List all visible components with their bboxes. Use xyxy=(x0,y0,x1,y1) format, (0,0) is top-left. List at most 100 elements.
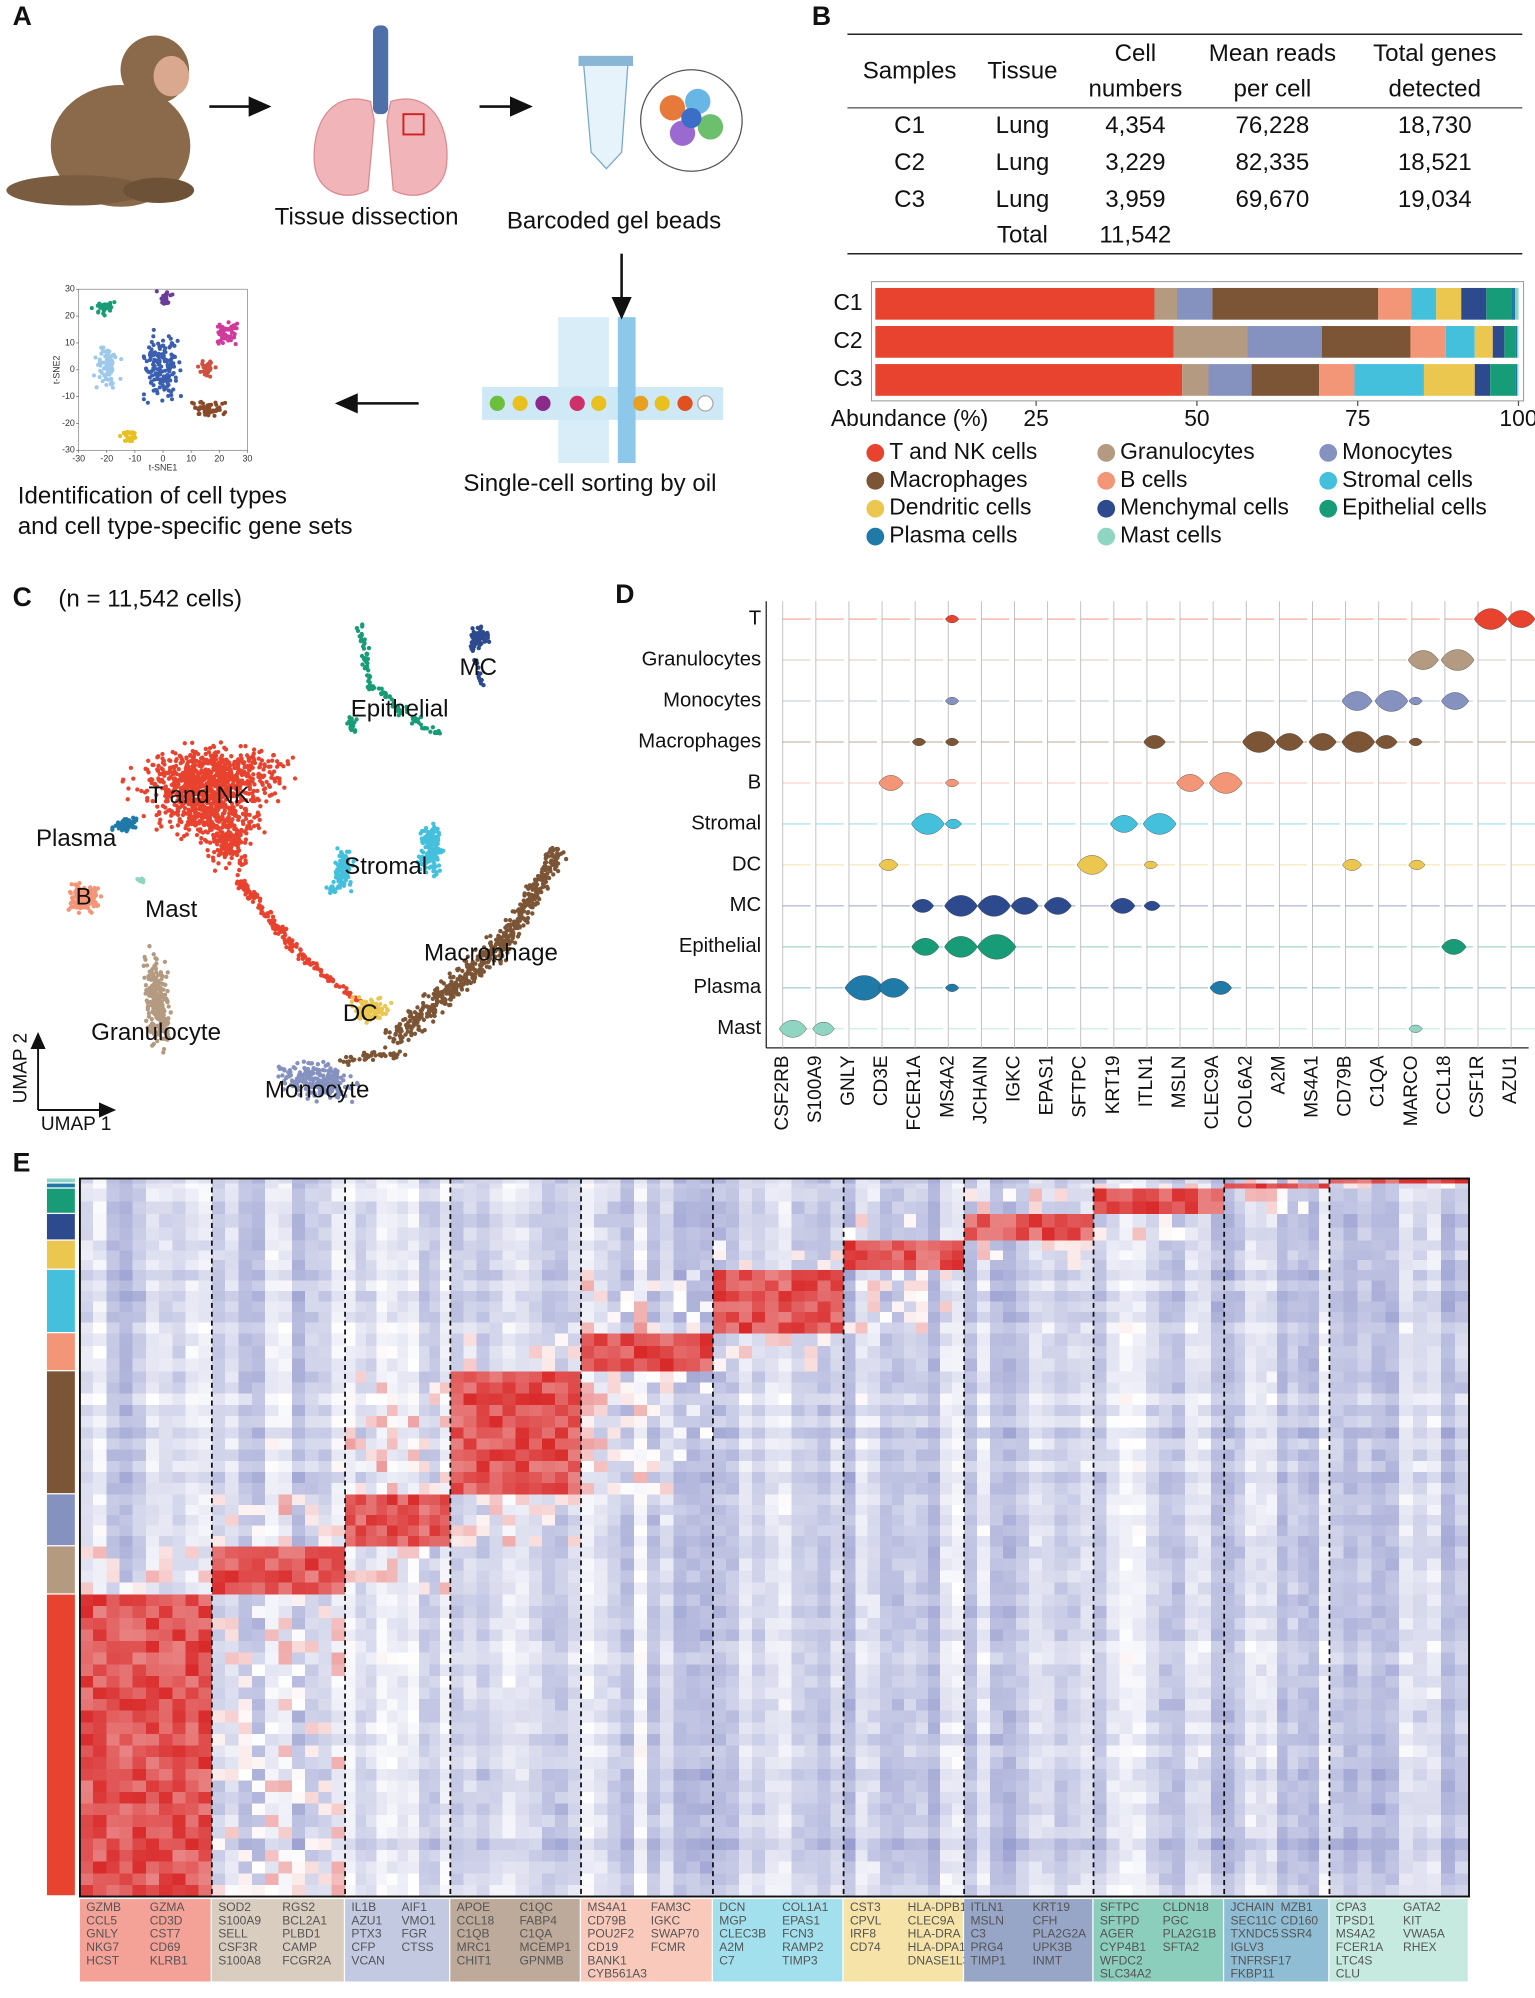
heatmap-cell xyxy=(376,1183,388,1190)
heatmap-cell xyxy=(903,1183,917,1190)
umap-point xyxy=(349,727,354,733)
heatmap-cell xyxy=(1427,1214,1442,1228)
heatmap-cell xyxy=(291,1214,306,1228)
heatmap-cell xyxy=(106,1188,120,1202)
tsne-point xyxy=(109,376,114,381)
umap-point xyxy=(478,626,483,631)
umap-point xyxy=(428,839,433,844)
umap-point xyxy=(229,794,235,799)
umap-point xyxy=(139,788,144,794)
heatmap-cell xyxy=(93,1214,107,1228)
umap-point xyxy=(224,775,230,781)
heatmap-cell xyxy=(1385,1227,1400,1242)
heatmap-cell xyxy=(463,1227,477,1242)
heatmap-cell xyxy=(1211,1214,1225,1228)
umap-point xyxy=(363,664,369,669)
violin xyxy=(945,983,960,992)
umap-point xyxy=(143,991,148,996)
heatmap-cell xyxy=(765,1227,779,1242)
umap-point xyxy=(265,913,271,919)
heatmap-cell xyxy=(879,1227,893,1242)
heatmap-cell xyxy=(408,1227,420,1242)
heatmap-cell xyxy=(1093,1183,1107,1190)
umap-point xyxy=(442,988,448,993)
panel-label: B xyxy=(812,1,831,31)
umap-point xyxy=(235,879,240,884)
umap-point xyxy=(239,756,244,761)
umap-point xyxy=(128,765,134,771)
umap-point xyxy=(333,1071,338,1076)
heatmap-cell xyxy=(903,1188,917,1202)
heatmap-cell xyxy=(581,1201,595,1215)
heatmap-cell xyxy=(1080,1201,1094,1215)
heatmap-cell xyxy=(159,1201,173,1215)
heatmap-cell xyxy=(345,1214,356,1228)
umap-point xyxy=(200,815,205,821)
umap-point xyxy=(479,631,484,637)
tsne-point xyxy=(196,412,201,417)
heatmap-cell xyxy=(305,1188,319,1202)
violin xyxy=(844,975,884,1001)
violin xyxy=(1408,1024,1423,1033)
panel-label: E xyxy=(13,1148,31,1178)
umap-point xyxy=(347,882,353,887)
heatmap-cell xyxy=(660,1227,674,1242)
heatmap-cell xyxy=(891,1201,905,1215)
tsne-point xyxy=(149,339,154,345)
heatmap-cell xyxy=(1002,1227,1017,1242)
droplet xyxy=(489,395,505,412)
table-cell: 3,229 xyxy=(1105,149,1165,176)
table-cell: 19,034 xyxy=(1398,186,1472,213)
umap-point xyxy=(247,895,253,901)
table-header: numbers xyxy=(1089,75,1183,102)
umap-point xyxy=(234,765,239,771)
droplet xyxy=(654,395,670,412)
umap-point xyxy=(436,830,442,835)
cell-type-label: Monocytes xyxy=(663,689,761,711)
heatmap-cell xyxy=(278,1201,293,1215)
heatmap-cell xyxy=(502,1227,517,1242)
monkey-feet xyxy=(123,177,195,203)
tsne-point xyxy=(105,359,110,364)
violin xyxy=(1143,860,1158,869)
heatmap-cell xyxy=(355,1227,367,1242)
heatmap-cell xyxy=(712,1183,727,1190)
tsne-tick-label: 10 xyxy=(186,454,196,464)
violin xyxy=(1407,650,1439,670)
umap-point xyxy=(202,777,207,782)
heatmap-cell xyxy=(1080,1227,1094,1242)
umap-point xyxy=(146,1011,152,1016)
umap-point xyxy=(161,770,167,775)
heatmap-cell xyxy=(915,1227,929,1242)
umap-point xyxy=(243,744,248,749)
heatmap-cell xyxy=(673,1188,687,1202)
heatmap-cell xyxy=(752,1214,766,1228)
heatmap-cell xyxy=(1145,1188,1160,1202)
heatmap-cell xyxy=(1080,1214,1094,1228)
heatmap-cell xyxy=(581,1183,595,1190)
heatmap-cell xyxy=(554,1183,569,1190)
tsne-point xyxy=(166,334,171,339)
umap-point xyxy=(200,830,206,835)
umap-point xyxy=(464,972,469,977)
heatmap-cell xyxy=(594,1214,608,1228)
tsne-tick-label: -20 xyxy=(100,454,113,464)
umap-point xyxy=(155,768,161,774)
heatmap-cell xyxy=(1067,1214,1081,1228)
heatmap-cell xyxy=(952,1227,965,1242)
tsne-point xyxy=(162,301,167,306)
heatmap-cell xyxy=(1245,1188,1257,1202)
cluster-label: Monocyte xyxy=(265,1076,369,1103)
heatmap-cell xyxy=(686,1214,701,1228)
heatmap-cell xyxy=(891,1183,905,1190)
heatmap-cell xyxy=(1119,1227,1134,1242)
umap-point xyxy=(266,782,272,788)
heatmap-cell xyxy=(1399,1201,1414,1215)
heatmap-cell xyxy=(476,1188,490,1202)
tsne-point xyxy=(178,368,183,373)
heatmap-cell xyxy=(1028,1201,1043,1215)
umap-point xyxy=(157,771,162,777)
umap-point xyxy=(209,782,215,788)
heatmap-cell xyxy=(1015,1227,1030,1242)
